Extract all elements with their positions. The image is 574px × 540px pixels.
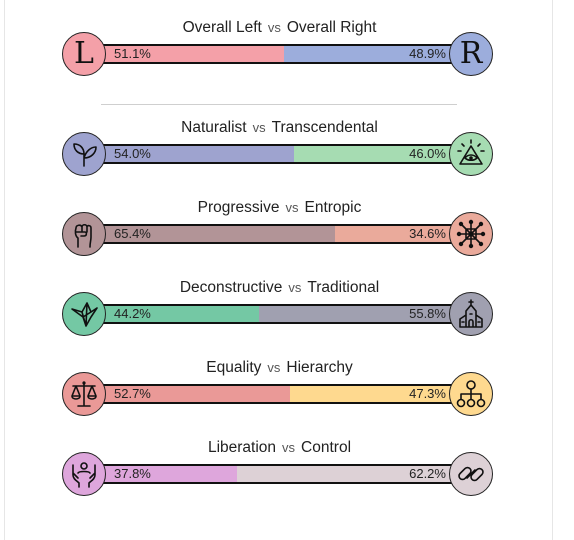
right-segment: 47.3%: [289, 386, 458, 402]
raised-fist-icon: [62, 212, 106, 256]
score-bar: 37.8% 62.2%: [100, 464, 460, 484]
vs-label: vs: [288, 280, 302, 295]
church-icon: [449, 292, 493, 336]
left-segment: 52.7%: [102, 386, 290, 402]
left-label: Liberation: [207, 439, 277, 456]
section-divider: [101, 104, 457, 105]
score-bar: 65.4% 34.6%: [100, 224, 460, 244]
left-percent: 51.1%: [114, 46, 151, 61]
right-percent: 34.6%: [409, 226, 446, 241]
vs-label: vs: [285, 200, 299, 215]
vs-label: vs: [267, 360, 281, 375]
axis-title: Progressive vs Entropic: [0, 197, 559, 219]
right-label: Control: [301, 439, 352, 456]
right-segment: 62.2%: [236, 466, 458, 482]
left-percent: 65.4%: [114, 226, 151, 241]
right-label: Traditional: [307, 279, 380, 296]
score-bar: 51.1% 48.9%: [100, 44, 460, 64]
right-percent: 47.3%: [409, 386, 446, 401]
left-glyph: L: [74, 36, 94, 71]
right-label: Hierarchy: [286, 359, 353, 376]
right-glyph: R: [459, 36, 483, 71]
network-burst-icon: [449, 212, 493, 256]
letter-l-icon: L: [62, 32, 106, 76]
axis-title: Naturalist vs Transcendental: [0, 117, 559, 139]
right-percent: 46.0%: [409, 146, 446, 161]
left-percent: 44.2%: [114, 306, 151, 321]
right-label: Overall Right: [286, 19, 377, 36]
right-percent: 55.8%: [409, 306, 446, 321]
left-segment: 44.2%: [102, 306, 260, 322]
axis-title: Overall Left vs Overall Right: [0, 17, 559, 39]
score-bar: 54.0% 46.0%: [100, 144, 460, 164]
left-label: Deconstructive: [179, 279, 283, 296]
axis-title: Deconstructive vs Traditional: [0, 277, 559, 299]
left-label: Overall Left: [182, 19, 262, 36]
left-percent: 52.7%: [114, 386, 151, 401]
right-segment: 46.0%: [294, 146, 458, 162]
right-segment: 34.6%: [334, 226, 458, 242]
left-percent: 54.0%: [114, 146, 151, 161]
origami-bird-icon: [62, 292, 106, 336]
left-segment: 65.4%: [102, 226, 335, 242]
org-chart-icon: [449, 372, 493, 416]
letter-r-icon: R: [449, 32, 493, 76]
right-segment: 48.9%: [283, 46, 458, 62]
sprout-icon: [62, 132, 106, 176]
right-label: Entropic: [304, 199, 362, 216]
right-percent: 62.2%: [409, 466, 446, 481]
open-hands-icon: [62, 452, 106, 496]
all-seeing-eye-icon: [449, 132, 493, 176]
right-segment: 55.8%: [259, 306, 458, 322]
left-label: Equality: [206, 359, 262, 376]
vs-label: vs: [267, 20, 281, 35]
left-label: Naturalist: [181, 119, 247, 136]
left-segment: 37.8%: [102, 466, 237, 482]
axis-title: Liberation vs Control: [0, 437, 559, 459]
score-bar: 44.2% 55.8%: [100, 304, 460, 324]
right-label: Transcendental: [271, 119, 378, 136]
left-percent: 37.8%: [114, 466, 151, 481]
right-percent: 48.9%: [409, 46, 446, 61]
left-segment: 51.1%: [102, 46, 284, 62]
vs-label: vs: [252, 120, 266, 135]
scales-icon: [62, 372, 106, 416]
chain-link-icon: [449, 452, 493, 496]
left-label: Progressive: [197, 199, 280, 216]
vs-label: vs: [282, 440, 296, 455]
left-segment: 54.0%: [102, 146, 295, 162]
results-panel: [4, 0, 553, 540]
axis-title: Equality vs Hierarchy: [0, 357, 559, 379]
score-bar: 52.7% 47.3%: [100, 384, 460, 404]
